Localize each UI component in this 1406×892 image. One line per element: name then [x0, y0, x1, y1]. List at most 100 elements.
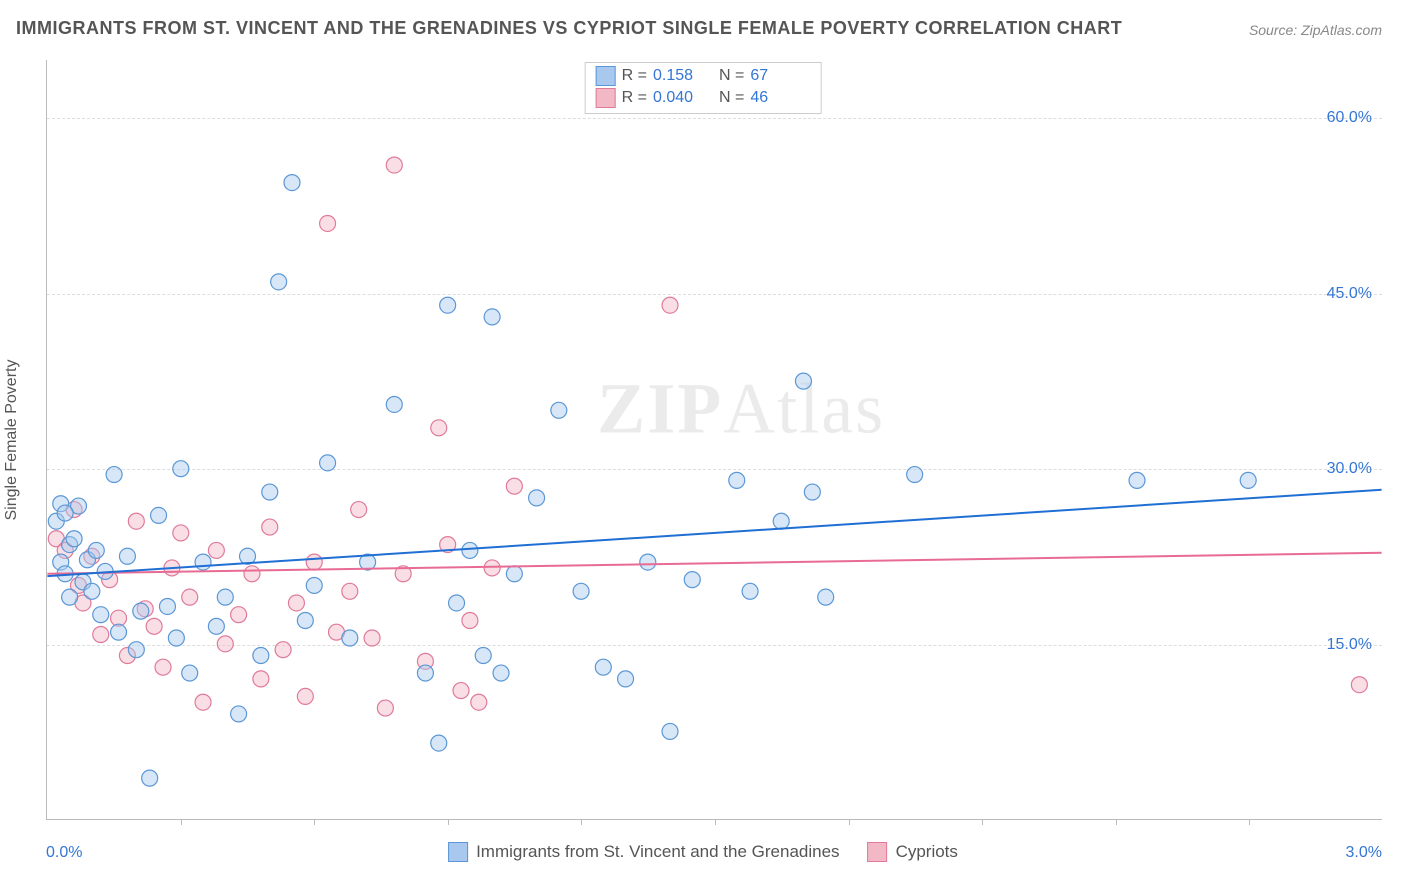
data-point: [297, 688, 313, 704]
data-point: [173, 461, 189, 477]
data-point: [253, 648, 269, 664]
data-point: [471, 694, 487, 710]
data-point: [342, 583, 358, 599]
data-point: [84, 583, 100, 599]
data-point: [818, 589, 834, 605]
x-tick: [181, 819, 182, 825]
data-point: [742, 583, 758, 599]
n-label-a: N =: [719, 65, 744, 87]
r-value-a: 0.158: [653, 65, 713, 87]
data-point: [62, 589, 78, 605]
data-point: [618, 671, 634, 687]
data-point: [151, 507, 167, 523]
data-point: [182, 589, 198, 605]
data-point: [386, 396, 402, 412]
data-point: [217, 589, 233, 605]
series-a-name: Immigrants from St. Vincent and the Gren…: [476, 842, 839, 862]
x-tick: [314, 819, 315, 825]
data-point: [244, 566, 260, 582]
data-point: [773, 513, 789, 529]
data-point: [453, 683, 469, 699]
data-point: [475, 648, 491, 664]
legend-item-a: Immigrants from St. Vincent and the Gren…: [448, 842, 839, 862]
data-point: [595, 659, 611, 675]
series-legend: Immigrants from St. Vincent and the Gren…: [440, 842, 966, 862]
data-point: [106, 467, 122, 483]
data-point: [804, 484, 820, 500]
data-point: [297, 613, 313, 629]
data-point: [573, 583, 589, 599]
data-point: [217, 636, 233, 652]
n-value-b: 46: [750, 87, 810, 109]
data-point: [111, 624, 127, 640]
data-point: [1129, 472, 1145, 488]
data-point: [208, 542, 224, 558]
legend-item-b: Cypriots: [868, 842, 958, 862]
data-point: [271, 274, 287, 290]
data-point: [159, 598, 175, 614]
data-point: [288, 595, 304, 611]
data-point: [128, 513, 144, 529]
x-tick: [982, 819, 983, 825]
data-point: [306, 577, 322, 593]
data-point: [662, 297, 678, 313]
data-point: [729, 472, 745, 488]
data-point: [342, 630, 358, 646]
data-point: [440, 297, 456, 313]
data-point: [262, 519, 278, 535]
n-label-b: N =: [719, 87, 744, 109]
data-point: [182, 665, 198, 681]
data-point: [907, 467, 923, 483]
data-point: [195, 694, 211, 710]
data-point: [1351, 677, 1367, 693]
x-tick: [849, 819, 850, 825]
legend-swatch-b2: [868, 842, 888, 862]
r-label-b: R =: [622, 87, 647, 109]
x-tick: [448, 819, 449, 825]
data-point: [306, 554, 322, 570]
plot-area: ZIPAtlas 15.0%30.0%45.0%60.0%: [46, 60, 1382, 820]
r-label-a: R =: [622, 65, 647, 87]
data-point: [146, 618, 162, 634]
data-point: [57, 505, 73, 521]
data-point: [484, 560, 500, 576]
data-point: [262, 484, 278, 500]
source-name: ZipAtlas.com: [1301, 22, 1382, 38]
data-point: [133, 603, 149, 619]
x-axis-max-label: 3.0%: [1346, 844, 1382, 862]
data-point: [142, 770, 158, 786]
data-point: [431, 735, 447, 751]
source-label: Source:: [1249, 22, 1301, 38]
data-point: [462, 542, 478, 558]
data-point: [93, 627, 109, 643]
data-point: [320, 215, 336, 231]
legend-row-series-a: R = 0.158 N = 67: [596, 65, 811, 87]
data-point: [795, 373, 811, 389]
data-point: [449, 595, 465, 611]
data-point: [684, 572, 700, 588]
data-point: [1240, 472, 1256, 488]
legend-swatch-b: [596, 88, 616, 108]
data-point: [662, 723, 678, 739]
data-point: [168, 630, 184, 646]
x-axis-min-label: 0.0%: [46, 844, 82, 862]
data-point: [551, 402, 567, 418]
data-point: [231, 607, 247, 623]
data-point: [275, 642, 291, 658]
source-attribution: Source: ZipAtlas.com: [1249, 22, 1382, 38]
data-point: [506, 566, 522, 582]
data-point: [640, 554, 656, 570]
y-axis-label: Single Female Poverty: [3, 360, 21, 521]
legend-swatch-a: [596, 66, 616, 86]
data-point: [417, 665, 433, 681]
data-point: [462, 613, 478, 629]
n-value-a: 67: [750, 65, 810, 87]
data-point: [88, 542, 104, 558]
data-point: [377, 700, 393, 716]
data-point: [119, 548, 135, 564]
data-point: [351, 502, 367, 518]
data-point: [529, 490, 545, 506]
series-b-name: Cypriots: [896, 842, 958, 862]
r-value-b: 0.040: [653, 87, 713, 109]
chart-container: IMMIGRANTS FROM ST. VINCENT AND THE GREN…: [0, 0, 1406, 892]
